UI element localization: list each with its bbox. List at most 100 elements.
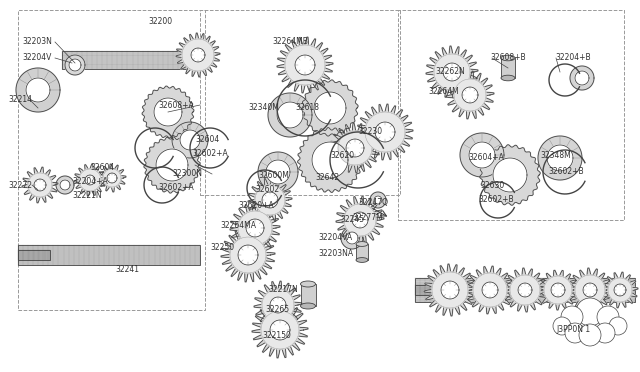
Circle shape [565, 323, 585, 343]
Polygon shape [79, 169, 101, 191]
Polygon shape [254, 281, 302, 329]
Bar [356, 244, 368, 260]
Text: 32608+A: 32608+A [158, 100, 194, 109]
Polygon shape [344, 204, 376, 236]
Text: 32247Q: 32247Q [358, 198, 388, 206]
Polygon shape [230, 237, 266, 273]
Polygon shape [426, 46, 478, 98]
Polygon shape [336, 196, 384, 244]
Polygon shape [262, 192, 278, 208]
Text: 32204+A: 32204+A [72, 177, 108, 186]
Polygon shape [441, 281, 459, 299]
Circle shape [579, 324, 601, 346]
Polygon shape [255, 185, 285, 215]
Polygon shape [246, 219, 264, 237]
Polygon shape [346, 232, 358, 244]
Polygon shape [258, 152, 298, 192]
Polygon shape [510, 275, 540, 305]
Polygon shape [268, 93, 312, 137]
Circle shape [576, 298, 604, 326]
Circle shape [595, 323, 615, 343]
Text: 32230: 32230 [358, 128, 382, 137]
Polygon shape [544, 276, 572, 304]
Polygon shape [466, 266, 514, 314]
Polygon shape [314, 92, 346, 124]
Polygon shape [248, 178, 292, 222]
Polygon shape [103, 169, 121, 187]
Polygon shape [270, 297, 286, 313]
Ellipse shape [356, 257, 368, 262]
Polygon shape [238, 211, 272, 245]
Text: 32204VA: 32204VA [318, 234, 352, 243]
Polygon shape [473, 273, 507, 307]
Polygon shape [107, 173, 117, 183]
Polygon shape [434, 54, 470, 90]
Text: 32241: 32241 [115, 266, 139, 275]
Text: 32300N: 32300N [172, 170, 202, 179]
Text: 32204+B: 32204+B [555, 54, 591, 62]
Text: 32618: 32618 [295, 103, 319, 112]
Text: 32602+B: 32602+B [548, 167, 584, 176]
Polygon shape [56, 176, 74, 194]
Polygon shape [346, 139, 364, 157]
Polygon shape [221, 228, 275, 282]
Polygon shape [538, 136, 582, 180]
Text: 32203NA: 32203NA [318, 248, 353, 257]
Polygon shape [469, 142, 495, 168]
Bar [415, 285, 435, 295]
Text: 32642: 32642 [315, 173, 339, 183]
Text: 32272: 32272 [8, 180, 32, 189]
Polygon shape [614, 284, 626, 296]
Text: 32264MB: 32264MB [272, 38, 308, 46]
Polygon shape [16, 68, 60, 112]
Text: 32204V: 32204V [22, 54, 51, 62]
Polygon shape [370, 192, 386, 208]
Text: 32262N: 32262N [435, 67, 465, 77]
Polygon shape [277, 37, 333, 93]
Polygon shape [547, 145, 573, 171]
Polygon shape [503, 268, 547, 312]
Polygon shape [338, 131, 372, 165]
Text: 32604: 32604 [195, 135, 220, 144]
Polygon shape [238, 245, 258, 265]
Ellipse shape [501, 75, 515, 81]
Polygon shape [302, 80, 358, 136]
Polygon shape [230, 203, 280, 253]
Polygon shape [538, 270, 578, 310]
Text: 32245: 32245 [340, 215, 364, 224]
Polygon shape [462, 87, 478, 103]
Text: 32277M: 32277M [352, 214, 383, 222]
Text: J3PP0N 1: J3PP0N 1 [556, 326, 590, 334]
Polygon shape [493, 158, 527, 192]
Polygon shape [74, 164, 106, 196]
Text: 32602: 32602 [255, 186, 279, 195]
Polygon shape [454, 79, 486, 111]
Text: 32602+A: 32602+A [158, 183, 194, 192]
Text: 32340M: 32340M [248, 103, 279, 112]
Polygon shape [65, 55, 85, 75]
Polygon shape [144, 137, 200, 193]
Polygon shape [262, 289, 294, 321]
Bar [398, 10, 624, 220]
Bar [18, 10, 205, 310]
Polygon shape [575, 71, 589, 85]
Polygon shape [570, 66, 594, 90]
Bar [301, 284, 316, 306]
Polygon shape [608, 278, 632, 302]
Text: 32250: 32250 [210, 244, 234, 253]
Polygon shape [295, 55, 315, 75]
Text: 32602+A: 32602+A [192, 148, 228, 157]
Polygon shape [261, 311, 299, 349]
Polygon shape [298, 128, 362, 192]
Polygon shape [551, 283, 565, 297]
Polygon shape [142, 86, 194, 138]
Text: 32200: 32200 [148, 17, 172, 26]
Circle shape [561, 306, 583, 328]
Polygon shape [365, 112, 405, 152]
Text: 32600M: 32600M [258, 170, 289, 180]
Text: 32217N: 32217N [268, 285, 298, 295]
Polygon shape [34, 179, 46, 191]
Polygon shape [432, 272, 468, 308]
Polygon shape [154, 98, 182, 126]
Polygon shape [602, 272, 638, 308]
